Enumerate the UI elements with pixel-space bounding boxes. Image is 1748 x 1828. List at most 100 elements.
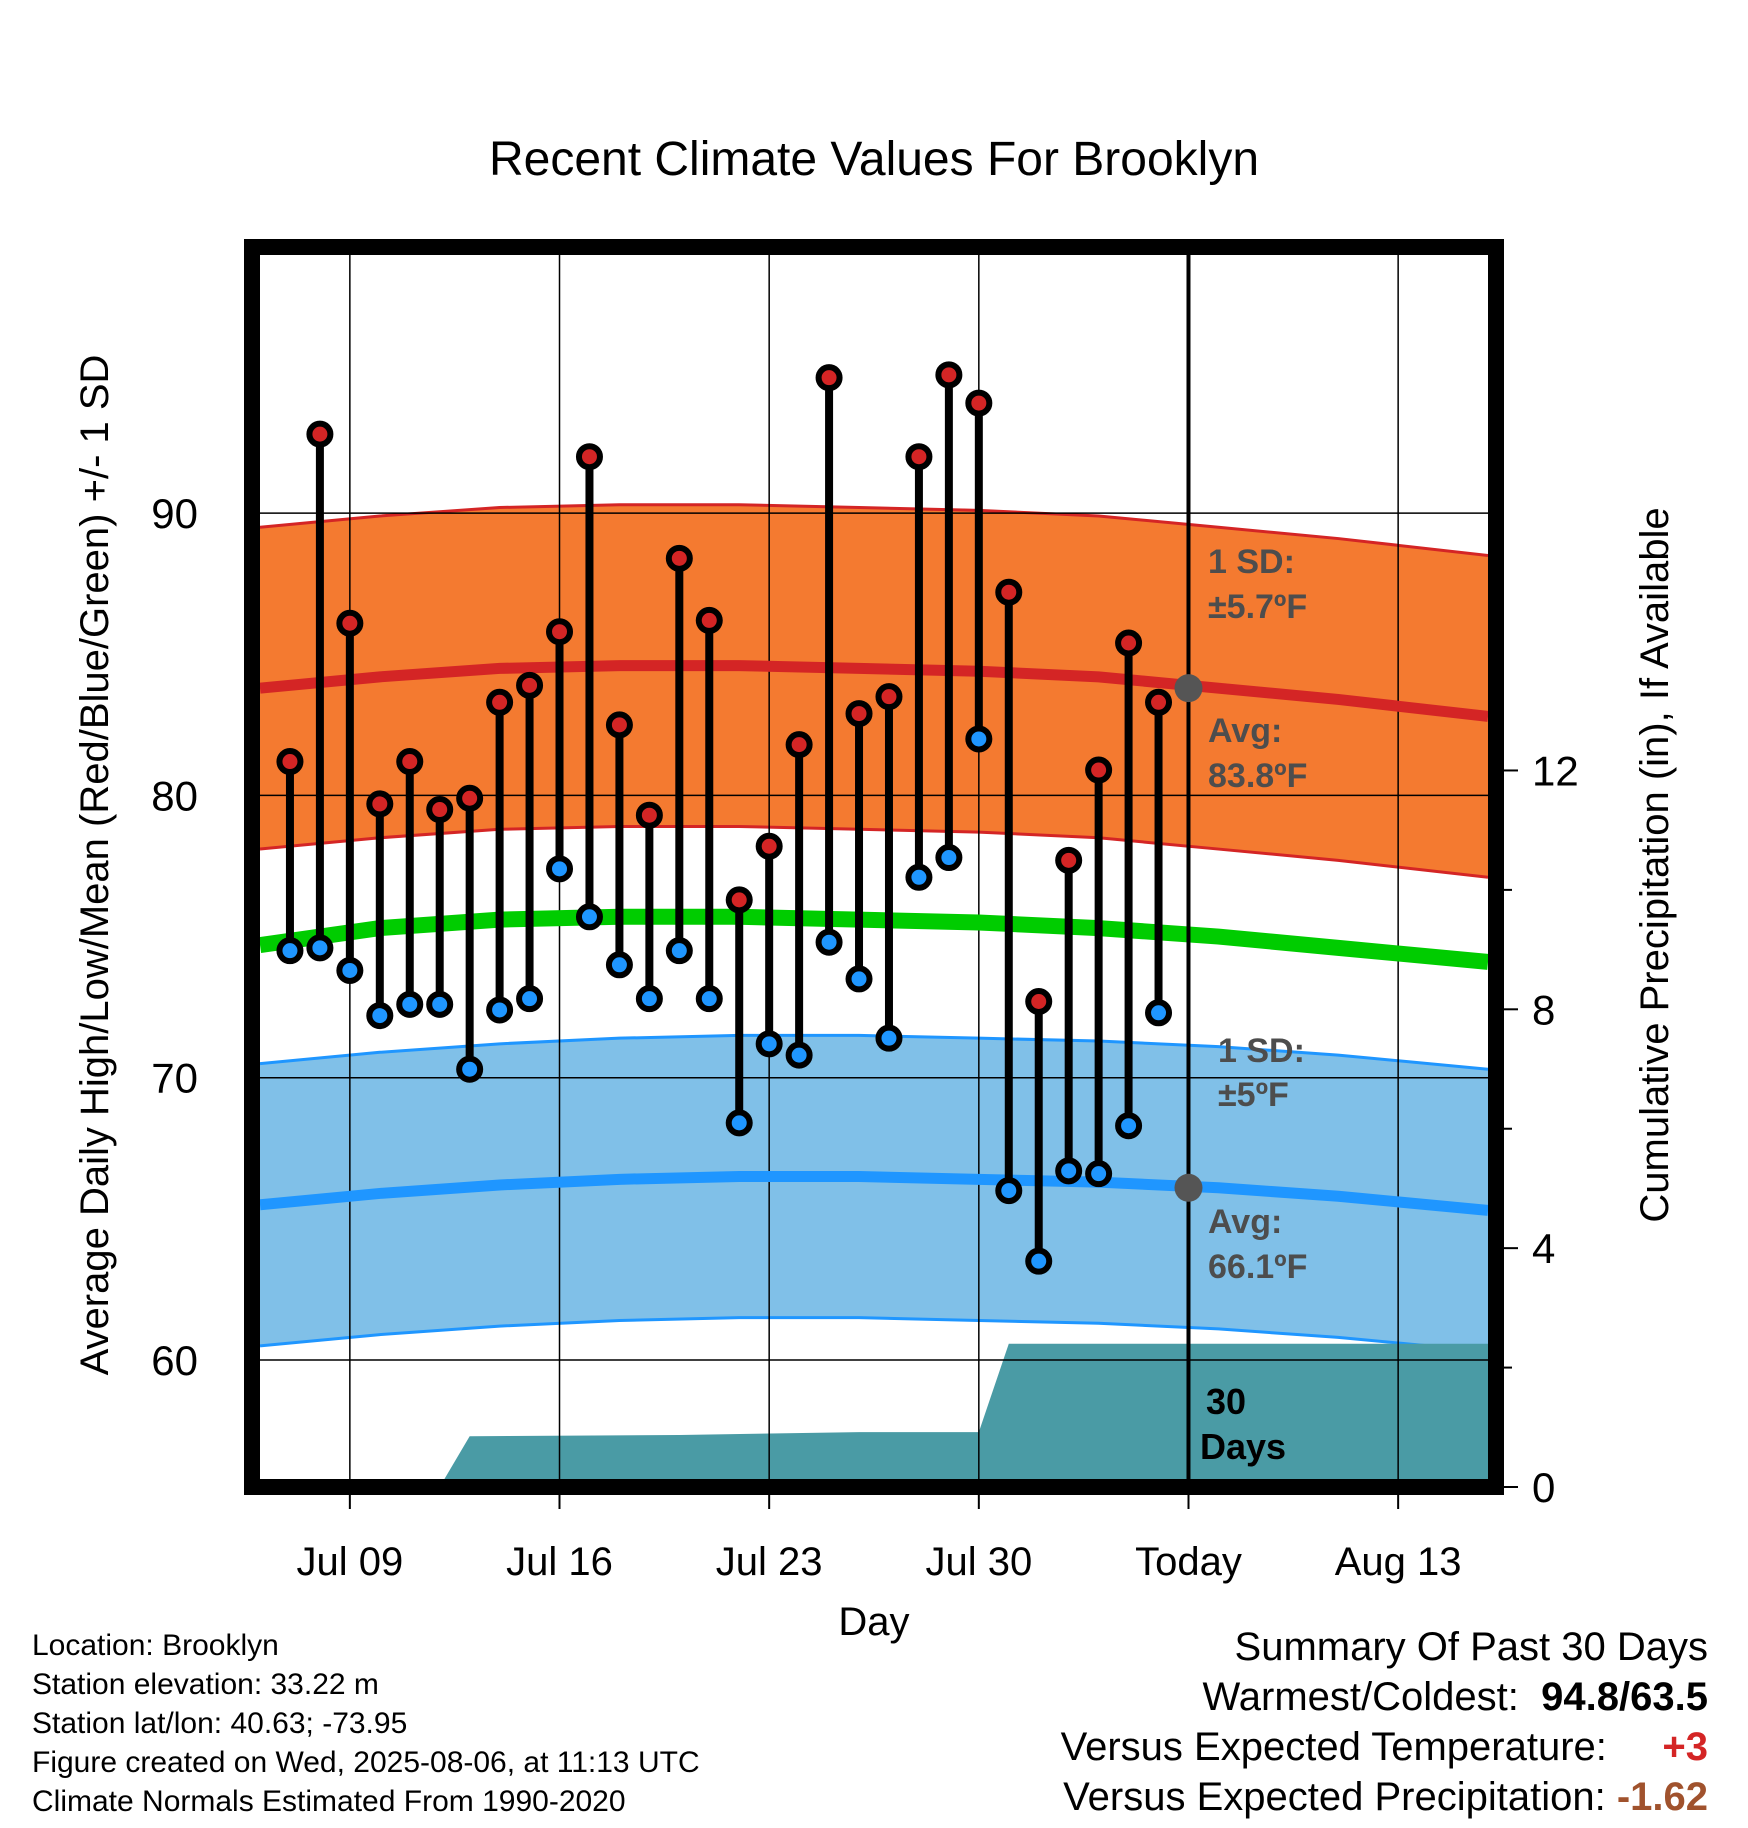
summary-panel: Summary Of Past 30 Days Warmest/Coldest:… <box>1061 1622 1708 1822</box>
warmest-coldest-label: Warmest/Coldest: <box>1202 1675 1519 1719</box>
x-tick-label: Aug 13 <box>1335 1540 1462 1584</box>
warmest-coldest-row: Warmest/Coldest: 94.8/63.5 <box>1061 1672 1709 1722</box>
daily-low-point <box>336 956 364 984</box>
temp-vs-expected-value: +3 <box>1662 1725 1708 1769</box>
high-sd-band <box>260 504 1488 878</box>
low-sd-upper-line <box>260 1033 1488 1071</box>
daily-low-point <box>755 1030 783 1058</box>
y-right-tick-label: 0 <box>1532 1464 1555 1511</box>
daily-low-point <box>546 855 574 883</box>
daily-low-point <box>366 1002 394 1030</box>
daily-high-point <box>815 364 843 392</box>
high-avg-label: Avg: <box>1208 712 1282 750</box>
daily-low-point <box>725 1109 753 1137</box>
location-text: Location: Brooklyn <box>32 1629 279 1662</box>
daily-high-point <box>605 711 633 739</box>
x-tick-label: Today <box>1135 1540 1242 1584</box>
precip-vs-expected-value: -1.62 <box>1616 1775 1708 1819</box>
chart-title: Recent Climate Values For Brooklyn <box>489 133 1259 186</box>
daily-low-point <box>605 951 633 979</box>
daily-high-point <box>755 832 783 860</box>
high-normal-line <box>260 660 1488 722</box>
daily-high-point <box>905 443 933 471</box>
x-tick-label: Jul 30 <box>925 1540 1032 1584</box>
daily-high-point <box>516 671 544 699</box>
daily-high-point <box>635 801 663 829</box>
y-axis-right-label: Cumulative Precipitation (in), If Availa… <box>1633 507 1677 1222</box>
daily-low-point <box>1025 1247 1053 1275</box>
daily-low-point <box>635 985 663 1013</box>
x-tick-label: Jul 16 <box>506 1540 613 1584</box>
y-axis-left-label: Average Daily High/Low/Mean (Red/Blue/Gr… <box>73 355 117 1376</box>
low-avg-value: 66.1ºF <box>1208 1248 1307 1286</box>
daily-low-point <box>1085 1160 1113 1188</box>
daily-low-point <box>665 937 693 965</box>
high-sd-label: 1 SD: <box>1208 543 1295 581</box>
today-low-avg-marker <box>1174 1173 1203 1202</box>
daily-low-point <box>695 985 723 1013</box>
daily-high-point <box>875 683 903 711</box>
daily-low-point <box>396 990 424 1018</box>
daily-low-point <box>1055 1157 1083 1185</box>
precip-vs-expected-row: Versus Expected Precipitation: -1.62 <box>1061 1772 1708 1822</box>
low-normal-line <box>260 1171 1488 1216</box>
y-left-tick-label: 60 <box>151 1337 198 1384</box>
daily-low-point <box>456 1055 484 1083</box>
daily-high-point <box>486 688 514 716</box>
daily-high-point <box>306 420 334 448</box>
y-left-tick-label: 80 <box>151 772 198 819</box>
high-sd-value: ±5.7ºF <box>1208 588 1307 626</box>
daily-high-point <box>1055 846 1083 874</box>
daily-low-point <box>1145 999 1173 1027</box>
daily-low-point <box>935 844 963 872</box>
daily-low-point <box>875 1024 903 1052</box>
daily-high-point <box>695 606 723 634</box>
x-tick-label: Jul 23 <box>716 1540 823 1584</box>
daily-low-point <box>276 937 304 965</box>
daily-low-point <box>905 863 933 891</box>
high-avg-value: 83.8ºF <box>1208 757 1307 795</box>
daily-low-point <box>995 1177 1023 1205</box>
daily-low-point <box>426 990 454 1018</box>
created-text: Figure created on Wed, 2025-08-06, at 11… <box>32 1746 700 1779</box>
elevation-text: Station elevation: 33.22 m <box>32 1668 379 1701</box>
precip-area <box>260 1343 1488 1487</box>
y-right-tick-label: 12 <box>1532 747 1579 794</box>
plot-area: 1 SD: ±5.7ºF Avg: 83.8ºF 1 SD: ±5ºF Avg: 66.1ºF… <box>151 239 1579 1584</box>
daily-low-point <box>516 985 544 1013</box>
daily-high-point <box>1145 688 1173 716</box>
x-axis-label: Day <box>838 1600 909 1644</box>
daily-low-point <box>815 928 843 956</box>
mean-normal-line <box>260 908 1488 970</box>
temp-vs-expected-row: Versus Expected Temperature: +3 <box>1061 1722 1708 1772</box>
daily-high-point <box>935 361 963 389</box>
daily-low-point <box>575 903 603 931</box>
daily-high-point <box>965 389 993 417</box>
daily-low-point <box>845 965 873 993</box>
daily-high-point <box>336 609 364 637</box>
daily-low-point <box>1115 1112 1143 1140</box>
station-info: Location: Brooklyn Station elevation: 33… <box>32 1626 700 1821</box>
temp-vs-expected-label: Versus Expected Temperature: <box>1060 1725 1607 1769</box>
daily-low-point <box>486 996 514 1024</box>
y-right-tick-label: 4 <box>1532 1225 1555 1272</box>
daily-low-point <box>785 1041 813 1069</box>
daily-high-point <box>725 886 753 914</box>
low-sd-label: 1 SD: <box>1218 1032 1305 1070</box>
y-left-tick-label: 90 <box>151 490 198 537</box>
today-high-avg-marker <box>1174 674 1203 703</box>
y-right-tick-label: 8 <box>1532 986 1555 1033</box>
y-left-tick-label: 70 <box>151 1055 198 1102</box>
daily-high-point <box>785 731 813 759</box>
daily-high-point <box>845 700 873 728</box>
warmest-coldest-value: 94.8/63.5 <box>1541 1675 1708 1719</box>
daily-high-point <box>1115 629 1143 657</box>
low-sd-lower-line <box>260 1316 1488 1354</box>
daily-high-point <box>575 443 603 471</box>
low-sd-band <box>260 1035 1488 1352</box>
daily-high-point <box>396 748 424 776</box>
summary-heading: Summary Of Past 30 Days <box>1234 1625 1708 1669</box>
daily-high-point <box>1085 756 1113 784</box>
daily-high-point <box>995 578 1023 606</box>
